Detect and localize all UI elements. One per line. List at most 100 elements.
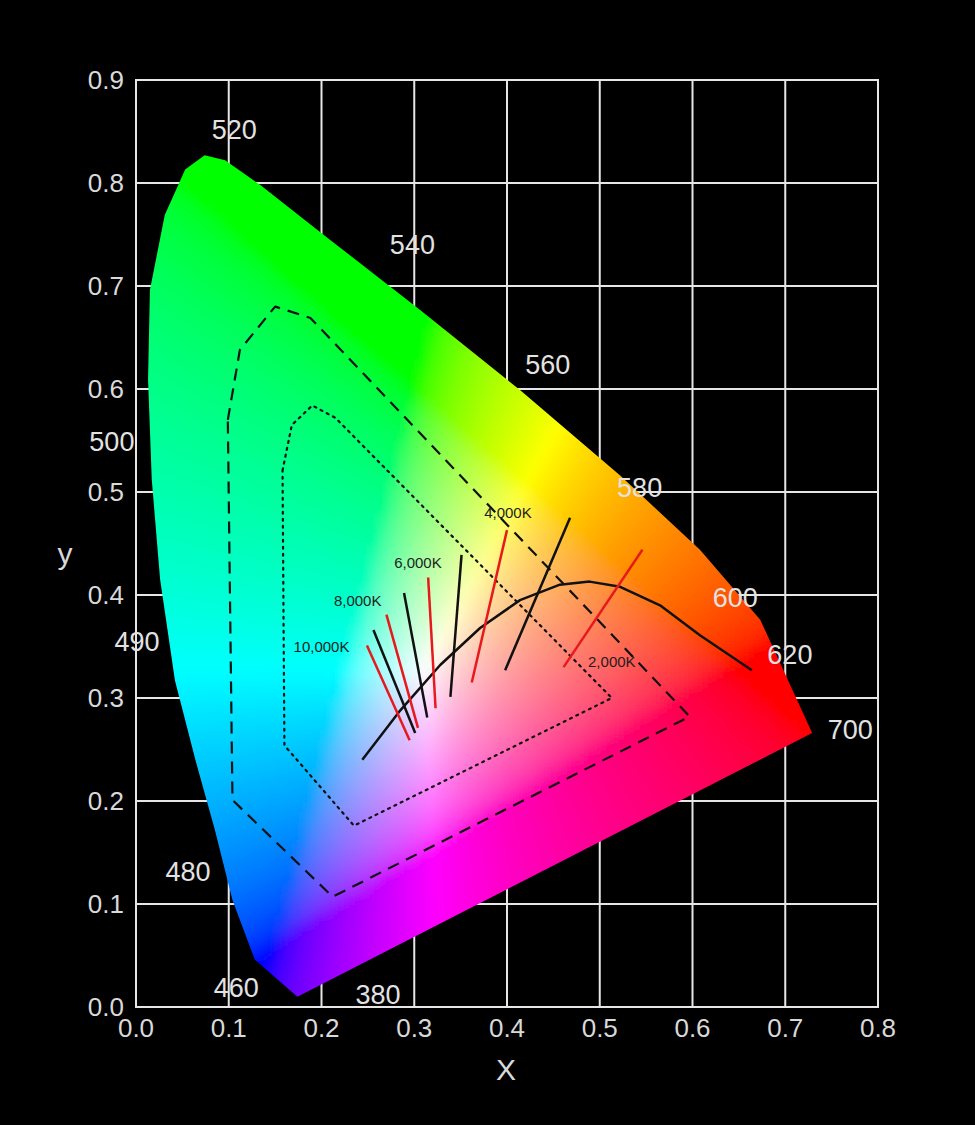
- gamut-cell: [306, 564, 316, 575]
- gamut-cell: [167, 399, 177, 410]
- gamut-cell: [250, 657, 260, 668]
- gamut-cell: [250, 307, 260, 318]
- gamut-cell: [334, 327, 344, 338]
- gamut-cell: [287, 904, 297, 915]
- gamut-cell: [222, 255, 232, 266]
- gamut-cell: [176, 626, 186, 637]
- gamut-cell: [241, 698, 251, 709]
- gamut-cell: [204, 338, 214, 349]
- gamut-cell: [241, 368, 251, 379]
- gamut-cell: [176, 327, 186, 338]
- gamut-cell: [259, 729, 269, 740]
- gamut-cell: [213, 399, 223, 410]
- gamut-cell: [297, 513, 307, 524]
- gamut-cell: [213, 760, 223, 771]
- gamut-cell: [176, 502, 186, 513]
- gamut-cell: [194, 719, 204, 730]
- gamut-cell: [157, 379, 167, 390]
- gamut-cell: [222, 307, 232, 318]
- gamut-cell: [315, 307, 325, 318]
- gamut-cell: [232, 399, 242, 410]
- gamut-cell: [250, 513, 260, 524]
- gamut-cell: [241, 894, 251, 905]
- gamut-cell: [194, 441, 204, 452]
- gamut-cell: [222, 822, 232, 833]
- gamut-cell: [334, 750, 344, 761]
- gamut-cell: [306, 338, 316, 349]
- gamut-cell: [204, 307, 214, 318]
- gamut-cell: [306, 698, 316, 709]
- gamut-cell: [287, 564, 297, 575]
- gamut-cell: [287, 729, 297, 740]
- gamut-cell: [324, 904, 334, 915]
- gamut-cell: [297, 307, 307, 318]
- gamut-cell: [250, 760, 260, 771]
- gamut-cell: [232, 564, 242, 575]
- gamut-cell: [306, 471, 316, 482]
- gamut-cell: [334, 677, 344, 688]
- gamut-cell: [241, 863, 251, 874]
- gamut-cell: [204, 430, 214, 441]
- gamut-cell: [306, 482, 316, 493]
- gamut-cell: [269, 698, 279, 709]
- gamut-cell: [287, 471, 297, 482]
- gamut-cell: [334, 368, 344, 379]
- gamut-cell: [287, 574, 297, 585]
- gamut-cell: [334, 616, 344, 627]
- gamut-cell: [250, 255, 260, 266]
- gamut-cell: [194, 307, 204, 318]
- gamut-cell: [185, 183, 195, 194]
- gamut-cell: [232, 441, 242, 452]
- gamut-cell: [287, 451, 297, 462]
- gamut-cell: [269, 647, 279, 658]
- gamut-cell: [157, 296, 167, 307]
- gamut-cell: [315, 430, 325, 441]
- gamut-cell: [269, 873, 279, 884]
- gamut-cell: [334, 719, 344, 730]
- gamut-cell: [232, 338, 242, 349]
- gamut-cell: [259, 193, 269, 204]
- gamut-cell: [241, 358, 251, 369]
- gamut-cell: [185, 698, 195, 709]
- gamut-cell: [213, 626, 223, 637]
- gamut-cell: [167, 482, 177, 493]
- gamut-cell: [278, 410, 288, 421]
- gamut-cell: [222, 585, 232, 596]
- gamut-cell: [306, 914, 316, 925]
- gamut-cell: [250, 410, 260, 421]
- gamut-cell: [176, 286, 186, 297]
- gamut-cell: [287, 770, 297, 781]
- gamut-cell: [287, 265, 297, 276]
- gamut-cell: [315, 770, 325, 781]
- gamut-cell: [278, 348, 288, 359]
- gamut-cell: [250, 214, 260, 225]
- gamut-cell: [204, 760, 214, 771]
- gamut-cell: [343, 914, 353, 925]
- gamut-cell: [334, 842, 344, 853]
- gamut-cell: [194, 708, 204, 719]
- gamut-cell: [194, 616, 204, 627]
- gamut-cell: [157, 420, 167, 431]
- gamut-cell: [334, 698, 344, 709]
- gamut-cell: [315, 471, 325, 482]
- gamut-cell: [185, 389, 195, 400]
- gamut-cell: [157, 265, 167, 276]
- gamut-cell: [324, 379, 334, 390]
- gamut-cell: [241, 461, 251, 472]
- gamut-cell: [157, 368, 167, 379]
- gamut-cell: [297, 451, 307, 462]
- gamut-cell: [334, 554, 344, 565]
- gamut-cell: [185, 358, 195, 369]
- gamut-cell: [185, 585, 195, 596]
- gamut-cell: [204, 770, 214, 781]
- gamut-cell: [213, 523, 223, 534]
- gamut-cell: [334, 358, 344, 369]
- gamut-cell: [324, 399, 334, 410]
- gamut-cell: [306, 750, 316, 761]
- gamut-cell: [297, 399, 307, 410]
- gamut-cell: [194, 327, 204, 338]
- gamut-cell: [176, 461, 186, 472]
- gamut-cell: [297, 379, 307, 390]
- gamut-cell: [250, 554, 260, 565]
- gamut-cell: [315, 708, 325, 719]
